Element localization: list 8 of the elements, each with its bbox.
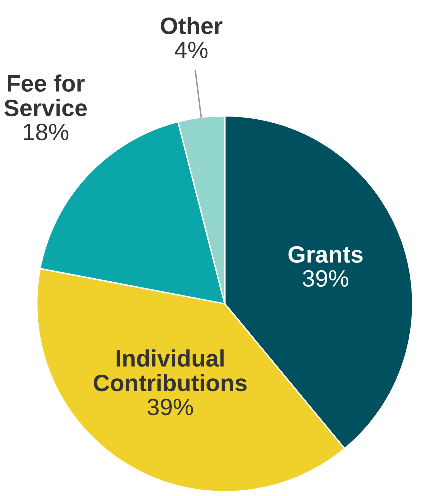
slice-label: Grants bbox=[288, 246, 363, 264]
slice-label: Fee for Service bbox=[4, 74, 88, 117]
data-label: 39% bbox=[148, 398, 194, 416]
slice-label: Other bbox=[161, 17, 223, 34]
data-label: 39% bbox=[303, 270, 349, 288]
slice-label: Individual Contributions bbox=[94, 350, 247, 392]
data-label: 4% bbox=[175, 42, 208, 58]
data-label: 18% bbox=[24, 124, 69, 141]
